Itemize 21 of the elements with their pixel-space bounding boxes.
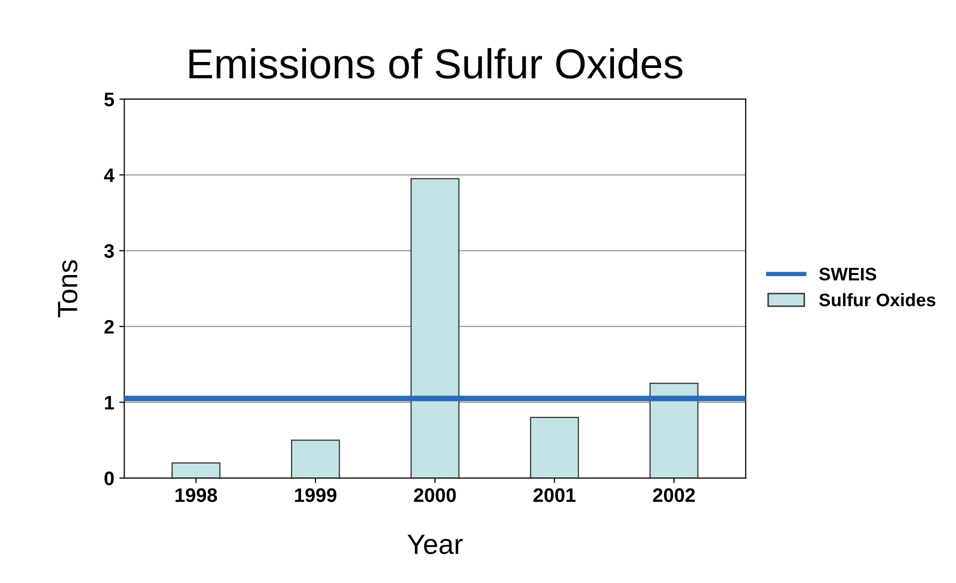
y-tick-label: 1 xyxy=(104,396,114,410)
x-tick-label: 2002 xyxy=(653,488,695,502)
y-tick-label: 0 xyxy=(104,472,114,486)
x-tick-label: 1998 xyxy=(176,488,218,502)
legend-label: SWEIS xyxy=(819,268,876,280)
x-tick-label: 2000 xyxy=(414,488,456,502)
x-tick-label: 2001 xyxy=(534,488,576,502)
bar xyxy=(172,462,220,478)
x-tick-label: 1999 xyxy=(295,488,336,502)
bar xyxy=(410,178,460,478)
y-tick-label: 4 xyxy=(104,168,114,182)
bar xyxy=(291,440,340,478)
y-tick-label: 3 xyxy=(104,244,114,258)
chart-title: Emissions of Sulfur Oxides xyxy=(189,48,682,79)
x-axis-title: Year xyxy=(408,534,463,554)
bar xyxy=(650,382,698,478)
y-axis-title: Tons xyxy=(58,260,78,318)
legend-label: Sulfur Oxides xyxy=(819,293,936,306)
y-tick-label: 5 xyxy=(104,92,114,106)
y-tick-label: 2 xyxy=(104,320,114,334)
bar xyxy=(530,416,579,478)
